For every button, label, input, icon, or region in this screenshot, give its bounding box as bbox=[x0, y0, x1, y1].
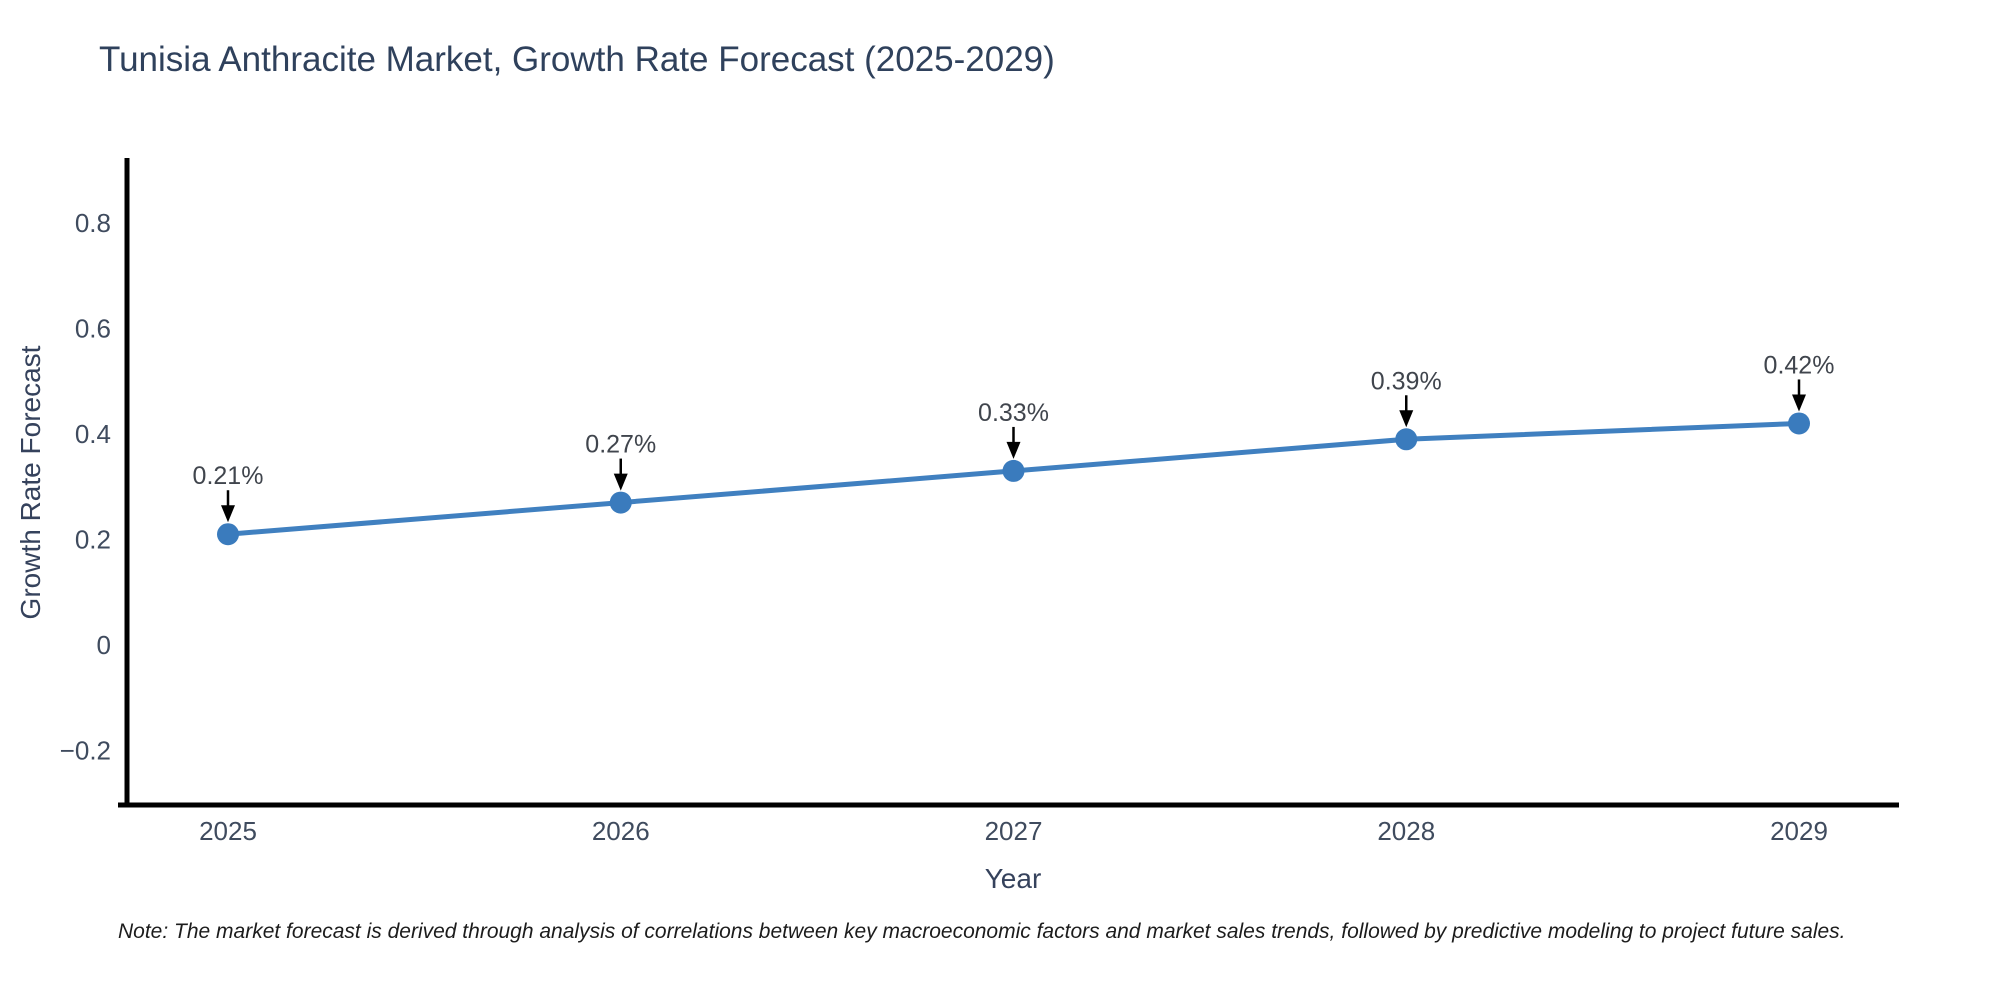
data-point-2026 bbox=[609, 491, 632, 514]
y-tick-label-0: 0 bbox=[97, 630, 111, 660]
annotation-arrow-head bbox=[613, 473, 628, 491]
y-tick-label-0.4: 0.4 bbox=[75, 419, 111, 449]
point-label-2028: 0.39% bbox=[1371, 367, 1442, 395]
data-point-2025 bbox=[217, 523, 239, 546]
data-point-2029 bbox=[1788, 412, 1810, 435]
annotation-arrow-head bbox=[221, 505, 235, 523]
chart-note: Note: The market forecast is derived thr… bbox=[118, 920, 1846, 943]
annotation-arrow-head bbox=[1792, 394, 1806, 412]
data-point-2028 bbox=[1395, 428, 1418, 451]
point-label-2029: 0.42% bbox=[1764, 351, 1835, 379]
x-tick-label-2025: 2025 bbox=[199, 816, 257, 846]
y-axis-title: Growth Rate Forecast bbox=[15, 345, 46, 619]
x-tick-label-2029: 2029 bbox=[1770, 816, 1828, 846]
y-tick-label-0.2: 0.2 bbox=[75, 525, 111, 555]
point-label-2025: 0.21% bbox=[193, 462, 264, 490]
y-tick-label-0.6: 0.6 bbox=[75, 314, 111, 344]
x-axis-title: Year bbox=[985, 863, 1042, 894]
point-label-2027: 0.33% bbox=[978, 399, 1049, 427]
data-point-2027 bbox=[1002, 459, 1025, 482]
annotation-arrow-head bbox=[1399, 410, 1414, 428]
annotation-arrow-head bbox=[1006, 441, 1021, 459]
chart-title: Tunisia Anthracite Market, Growth Rate F… bbox=[99, 40, 1055, 79]
x-tick-label-2026: 2026 bbox=[592, 816, 650, 846]
point-label-2026: 0.27% bbox=[585, 431, 656, 459]
x-tick-label-2027: 2027 bbox=[985, 816, 1043, 846]
y-tick-label-0.8: 0.8 bbox=[75, 208, 111, 238]
x-tick-label-2028: 2028 bbox=[1377, 816, 1435, 846]
y-tick-label-−0.2: −0.2 bbox=[60, 736, 111, 766]
